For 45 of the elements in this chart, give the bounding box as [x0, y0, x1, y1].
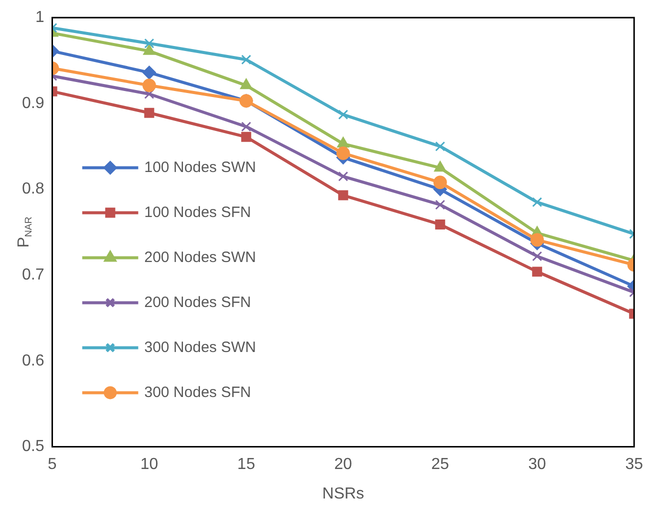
point — [530, 233, 544, 247]
point — [142, 78, 156, 92]
x-axis-title: NSRs — [322, 485, 364, 502]
y-axis-title: PNAR — [15, 216, 34, 248]
legend-label: 100 Nodes SWN — [144, 158, 256, 176]
point — [336, 146, 350, 160]
point — [434, 161, 446, 172]
x-tick-label: 25 — [431, 456, 450, 473]
y-tick-label: 0.9 — [22, 94, 44, 112]
point — [144, 89, 154, 99]
legend-label: 300 Nodes SFN — [144, 384, 251, 401]
point — [433, 176, 447, 190]
y-tick-label: 0.7 — [22, 266, 44, 284]
point — [143, 44, 156, 55]
x-tick-label: 15 — [237, 456, 256, 473]
y-tick-label: 1 — [35, 9, 44, 26]
x-tick-label: 35 — [625, 456, 644, 473]
point — [338, 190, 348, 200]
x-tick-label: 30 — [528, 456, 546, 473]
point — [240, 78, 252, 90]
point — [532, 266, 542, 277]
point — [144, 38, 154, 48]
point — [435, 141, 446, 152]
point — [532, 251, 542, 262]
legend-label: 200 Nodes SWN — [144, 248, 256, 266]
point — [532, 197, 542, 208]
point — [435, 200, 446, 210]
point — [241, 132, 252, 142]
legend-label: 300 Nodes SWN — [144, 338, 256, 356]
legend-label: 200 Nodes SFN — [144, 294, 251, 311]
x-tick-label: 10 — [140, 456, 158, 473]
point — [338, 171, 348, 182]
point — [142, 66, 156, 80]
point — [435, 219, 446, 230]
x-tick-label: 20 — [334, 456, 352, 473]
point — [337, 137, 350, 148]
point — [338, 110, 348, 120]
y-tick-label: 0.8 — [22, 180, 44, 198]
legend-label: 100 Nodes SFN — [144, 204, 251, 221]
x-tick-label: 5 — [48, 456, 57, 473]
y-tick-label: 0.6 — [22, 352, 44, 370]
y-tick-label: 0.5 — [22, 438, 44, 456]
point — [144, 108, 154, 118]
point — [241, 54, 252, 65]
point — [241, 122, 252, 132]
